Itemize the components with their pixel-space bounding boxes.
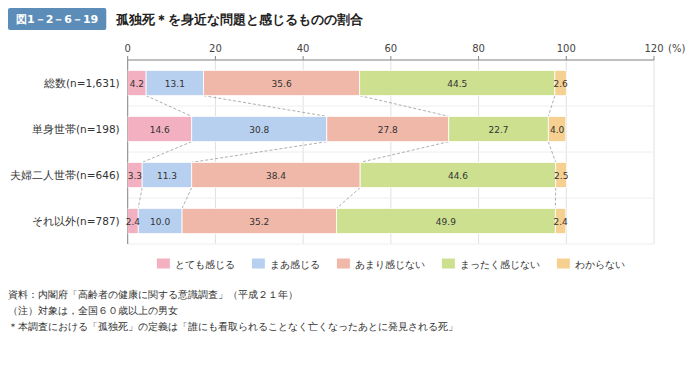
bar-segment — [128, 116, 192, 141]
data-label: 22.7 — [488, 125, 508, 135]
grid — [128, 60, 654, 244]
tick-label: 20 — [209, 43, 222, 54]
data-label: 4.0 — [550, 125, 565, 135]
tick-mark — [390, 56, 391, 60]
connector-line — [182, 188, 192, 209]
data-label: 2.4 — [126, 217, 141, 227]
tick-label: 0 — [125, 43, 131, 54]
data-label: 2.6 — [553, 79, 568, 89]
tick-label: 40 — [297, 43, 310, 54]
bar-segment — [128, 70, 146, 95]
legend-label: あまり感じない — [355, 259, 425, 270]
connector-line — [336, 188, 360, 209]
legend-swatch — [556, 258, 570, 269]
bar-segment — [138, 208, 182, 233]
connectors — [138, 96, 556, 209]
data-label: 35.6 — [272, 79, 292, 89]
bar-segment — [360, 162, 556, 187]
data-label: 44.6 — [448, 171, 468, 181]
data-label: 44.5 — [447, 79, 467, 89]
data-label: 27.8 — [378, 125, 398, 135]
tick-mark — [303, 56, 304, 60]
bar-segment — [327, 116, 449, 141]
category-label: それ以外(n=787) — [32, 215, 120, 227]
connector-line — [192, 142, 327, 163]
connector-line — [555, 188, 556, 209]
tick-mark — [566, 56, 567, 60]
row-separator — [128, 152, 654, 153]
legend-label: まったく感じない — [460, 259, 540, 270]
data-label: 30.8 — [249, 125, 269, 135]
tick-mark — [654, 56, 655, 60]
bar-segment — [449, 116, 549, 141]
connector-line — [146, 96, 192, 117]
data-label: 2.4 — [553, 217, 568, 227]
category-label: 単身世帯(n=198) — [32, 123, 120, 135]
bars — [128, 70, 567, 233]
category-label: 総数(n=1,631) — [43, 77, 120, 89]
x-axis-line — [128, 60, 654, 61]
note: ＊本調査における「孤独死」の定義は「誰にも看取られることなく亡くなったあとに発見… — [8, 321, 458, 332]
data-label: 35.2 — [249, 217, 269, 227]
bar-segment — [548, 116, 566, 141]
tick-label: 120 — [644, 43, 663, 54]
plot-area — [128, 60, 654, 244]
bar-segment — [336, 208, 555, 233]
data-label: 13.1 — [165, 79, 185, 89]
bar-segment — [146, 70, 203, 95]
data-label: 4.2 — [130, 79, 144, 89]
legend-swatch — [251, 258, 265, 269]
chart: 図1－2－6－19 孤独死＊を身近な問題と感じるものの割合総数(n=1,631) 単… — [0, 0, 694, 373]
legend-label: とても感じる — [175, 259, 235, 270]
connector-line — [204, 96, 327, 117]
note: （注）対象は，全国６０歳以上の男女 — [8, 305, 178, 316]
note: 資料：内閣府「高齢者の健康に関する意識調査」（平成２１年） — [8, 289, 298, 300]
row-separator — [128, 106, 654, 107]
legend-swatch — [156, 258, 170, 269]
legend-label: まあ感じる — [270, 259, 320, 270]
data-label: 14.6 — [150, 125, 170, 135]
data-label: 38.4 — [266, 171, 286, 181]
data-labels: 4.2 13.1 35.6 44.5 2.6 14.6 30.8 27.8 22.7 4.0 3.3… — [126, 79, 569, 227]
tick-mark — [215, 56, 216, 60]
tick-mark — [478, 56, 479, 60]
tick-label: 60 — [384, 43, 397, 54]
data-label: 3.3 — [128, 171, 142, 181]
bar-segment — [192, 116, 327, 141]
bar-segment — [192, 162, 360, 187]
figure-number: 図1－2－6－19 — [16, 13, 98, 26]
connector-line — [548, 142, 555, 163]
axis-label: (%) — [668, 43, 685, 54]
data-label: 11.3 — [157, 171, 177, 181]
row-separator — [128, 198, 654, 199]
tick-label: 80 — [472, 43, 485, 54]
legend-swatch — [336, 258, 350, 269]
row-separator — [128, 244, 654, 245]
legend-label: わからない — [575, 259, 625, 270]
data-label: 2.5 — [554, 171, 568, 181]
tick-label: 100 — [557, 43, 576, 54]
legend-swatch — [441, 258, 455, 269]
bar-segment — [204, 70, 360, 95]
bar-segment — [142, 162, 192, 187]
tick-mark — [127, 56, 128, 60]
connector-line — [360, 142, 449, 163]
data-label: 49.9 — [436, 217, 456, 227]
bar-segment — [182, 208, 336, 233]
figure-number-box — [8, 8, 106, 30]
category-label: 夫婦二人世帯(n=646) — [10, 169, 120, 181]
legend: とても感じる まあ感じる あまり感じない まったく感じない わからない — [156, 258, 625, 270]
connector-line — [138, 188, 142, 209]
data-label: 10.0 — [150, 217, 170, 227]
title: 孤独死＊を身近な問題と感じるものの割合 — [115, 12, 363, 27]
bar-segment — [360, 70, 555, 95]
connector-line — [360, 96, 449, 117]
bar-segment — [128, 162, 142, 187]
row-separator — [128, 60, 654, 61]
connector-line — [548, 96, 555, 117]
connector-line — [142, 142, 192, 163]
